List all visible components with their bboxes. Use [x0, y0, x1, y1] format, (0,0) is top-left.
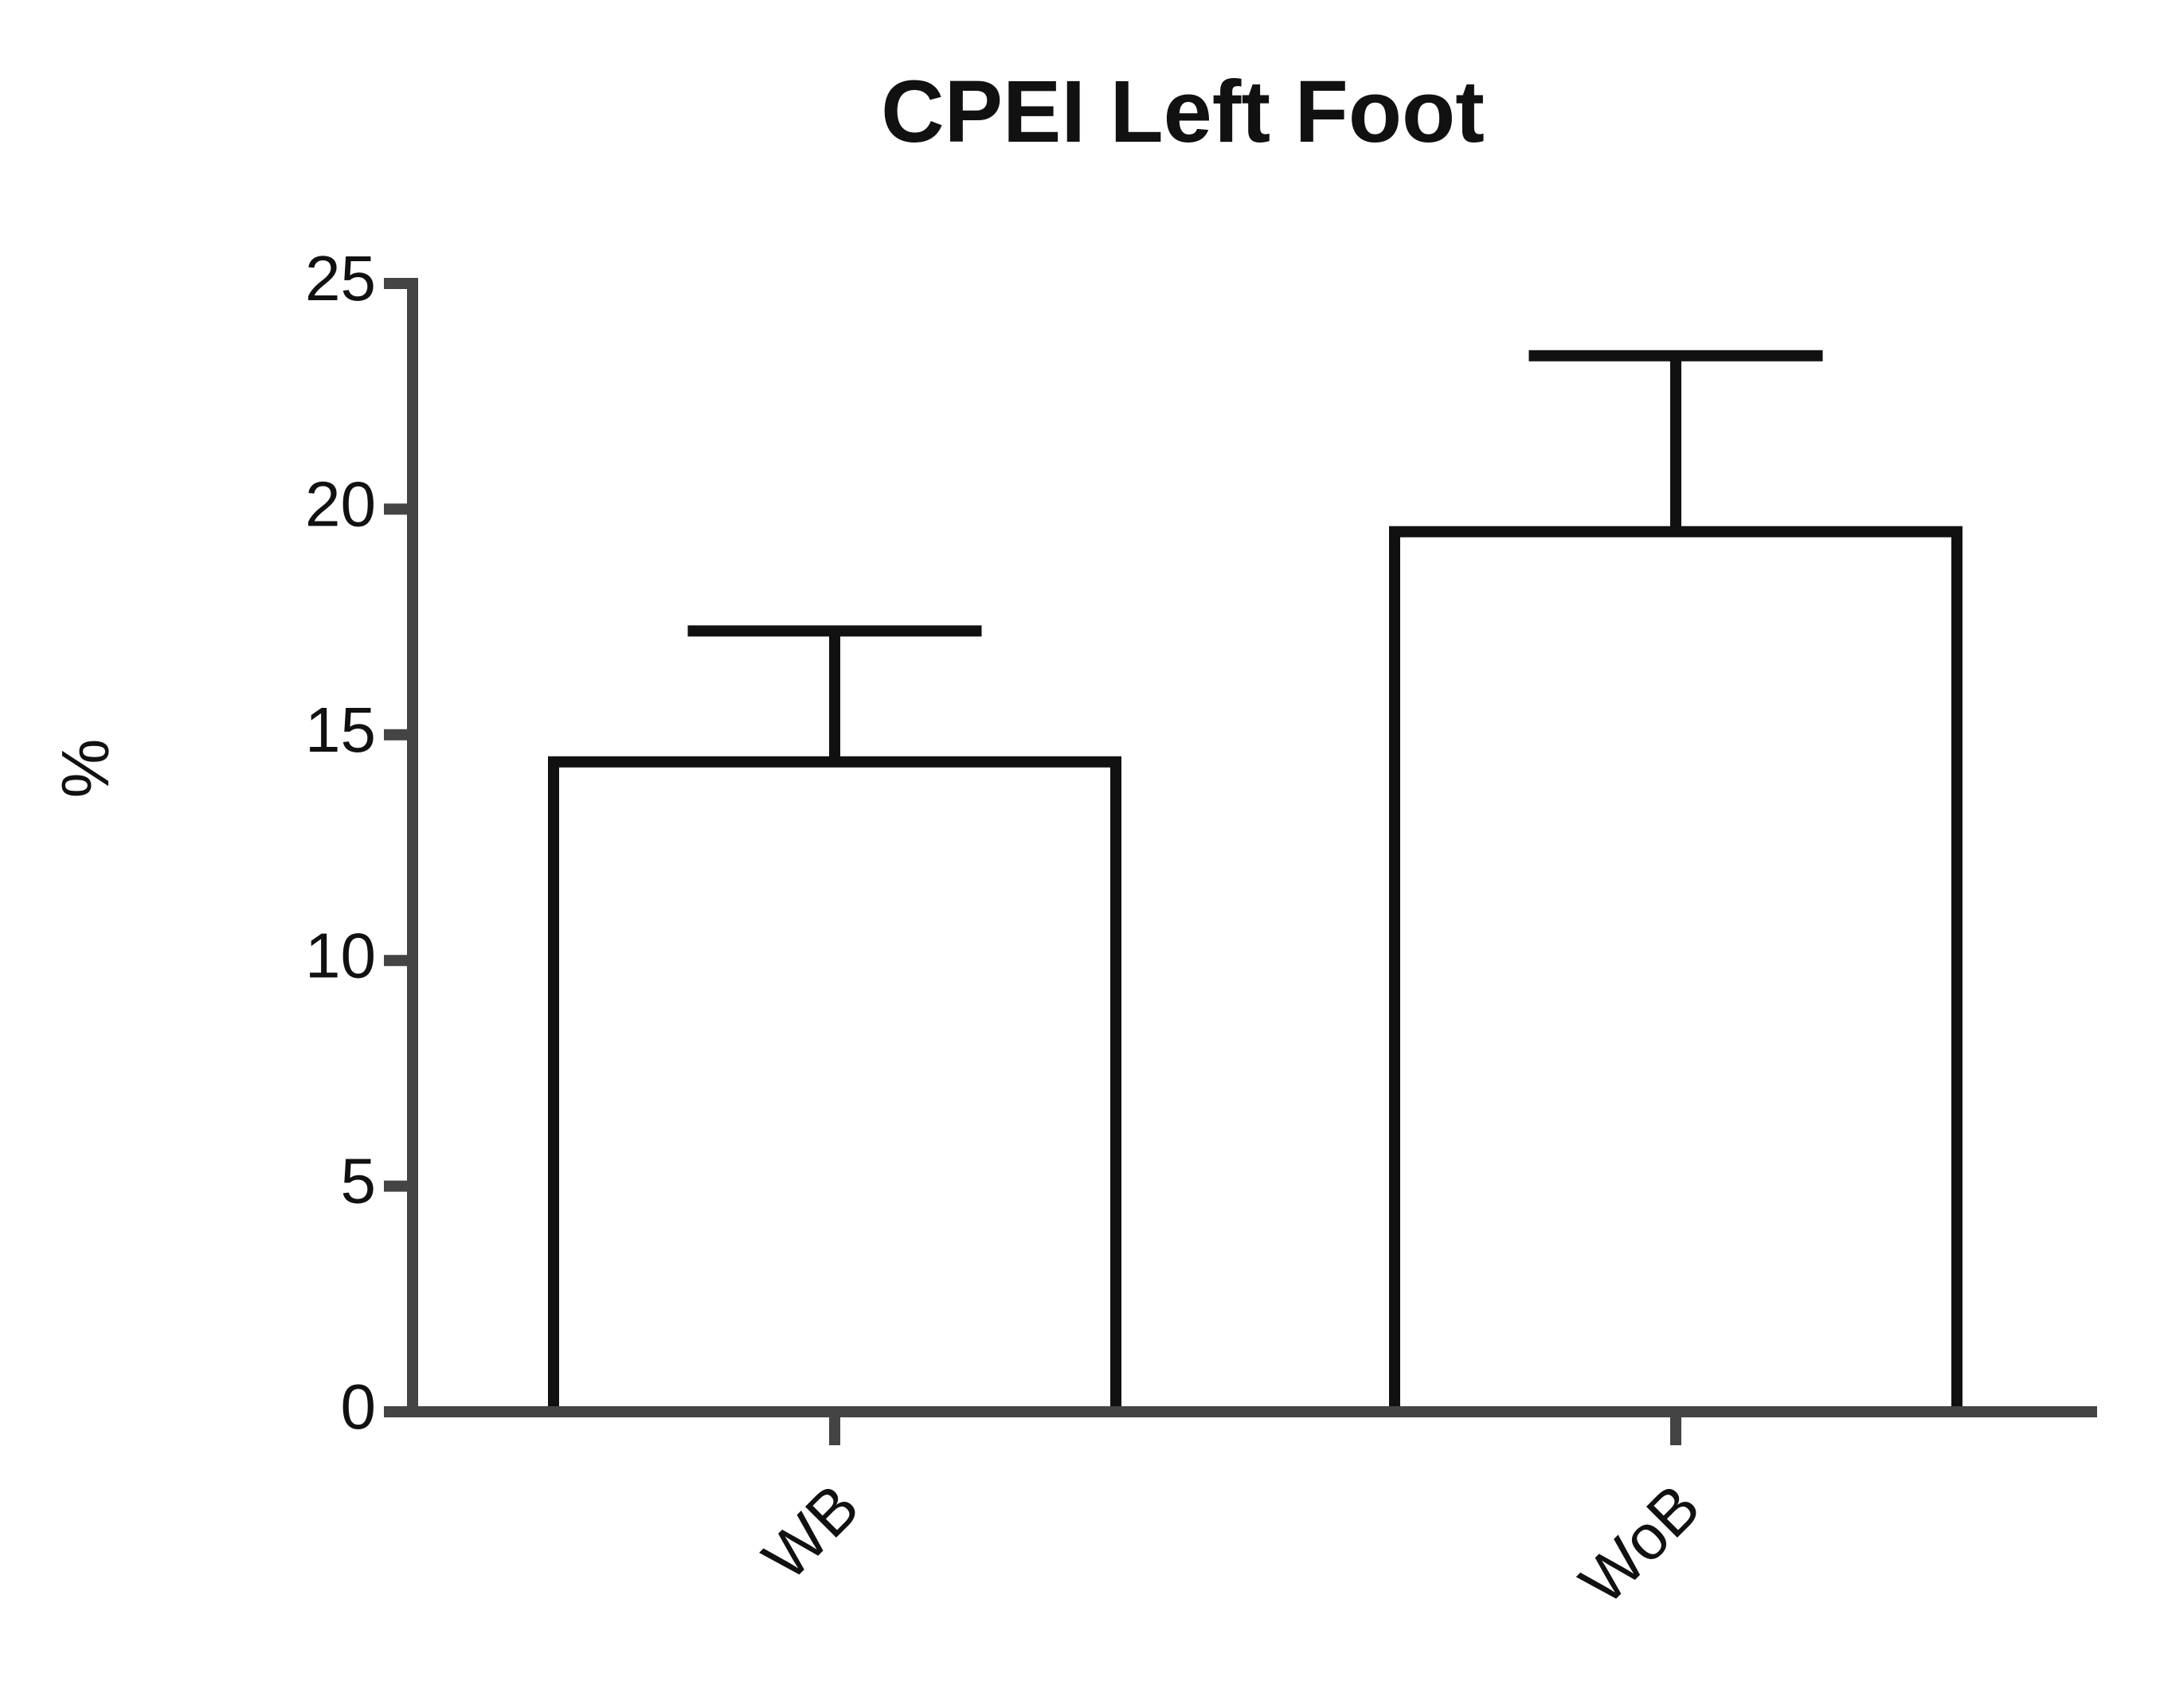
x-tick-label: WoB	[1566, 1471, 1713, 1618]
y-tick-label: 10	[305, 920, 376, 991]
y-tick-label: 25	[305, 243, 376, 314]
y-tick-label: 20	[305, 469, 376, 540]
y-tick-label: 15	[305, 694, 376, 765]
bar	[1389, 526, 1962, 1417]
y-tick-label: 5	[341, 1146, 377, 1217]
x-tick-label: WB	[749, 1471, 872, 1593]
chart-title: CPEI Left Foot	[881, 63, 1485, 161]
bar	[548, 756, 1121, 1417]
y-tick-label: 0	[341, 1371, 377, 1442]
y-axis-label: %	[48, 739, 123, 799]
